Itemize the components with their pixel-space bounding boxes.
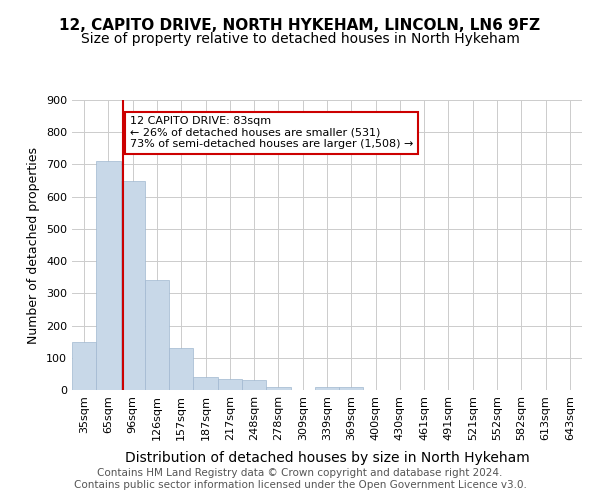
Bar xyxy=(242,380,266,390)
Text: 12, CAPITO DRIVE, NORTH HYKEHAM, LINCOLN, LN6 9FZ: 12, CAPITO DRIVE, NORTH HYKEHAM, LINCOLN… xyxy=(59,18,541,32)
Bar xyxy=(339,388,364,390)
Bar xyxy=(266,387,290,390)
Y-axis label: Number of detached properties: Number of detached properties xyxy=(28,146,40,344)
Bar xyxy=(72,342,96,390)
Bar xyxy=(193,377,218,390)
Text: 12 CAPITO DRIVE: 83sqm
← 26% of detached houses are smaller (531)
73% of semi-de: 12 CAPITO DRIVE: 83sqm ← 26% of detached… xyxy=(130,116,413,150)
Bar xyxy=(96,161,121,390)
Text: Size of property relative to detached houses in North Hykeham: Size of property relative to detached ho… xyxy=(80,32,520,46)
Bar xyxy=(169,348,193,390)
Bar xyxy=(315,388,339,390)
Text: Contains HM Land Registry data © Crown copyright and database right 2024.
Contai: Contains HM Land Registry data © Crown c… xyxy=(74,468,526,490)
X-axis label: Distribution of detached houses by size in North Hykeham: Distribution of detached houses by size … xyxy=(125,451,529,465)
Bar xyxy=(145,280,169,390)
Bar xyxy=(218,378,242,390)
Bar xyxy=(121,180,145,390)
